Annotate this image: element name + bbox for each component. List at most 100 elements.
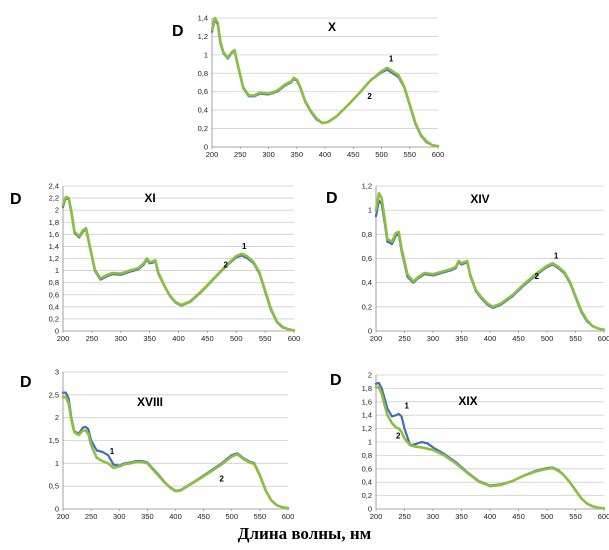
- x-tick-label: 400: [169, 512, 182, 521]
- x-tick-label: 500: [541, 334, 554, 343]
- y-tick-label: 0,8: [198, 69, 208, 78]
- x-tick-label: 500: [375, 150, 388, 159]
- series-2-label: 2: [219, 475, 224, 484]
- x-tick-label: 350: [141, 512, 154, 521]
- x-tick-label: 600: [288, 334, 301, 343]
- x-tick-label: 500: [225, 512, 238, 521]
- x-tick-label: 600: [432, 150, 445, 159]
- y-tick-label: 0,5: [49, 482, 59, 491]
- series-1-label: 1: [242, 242, 247, 251]
- y-tick-label: 0,8: [362, 230, 372, 239]
- chart-title: XIV: [470, 192, 489, 206]
- y-tick-label: 0: [55, 505, 59, 514]
- y-tick-label: 1: [368, 206, 372, 215]
- y-tick-label: 0,6: [362, 254, 372, 263]
- series-2-label: 2: [224, 261, 229, 270]
- chart-panel-4: 0 0,5 1 1,5 2 2,5 3 200 250 300 350 400 450 500 550 600…: [20, 368, 294, 522]
- x-tick-label: 300: [427, 512, 440, 521]
- x-tick-label: 350: [290, 150, 303, 159]
- x-tick-label: 600: [598, 334, 609, 343]
- y-tick-label: 2,5: [49, 390, 59, 399]
- y-tick-label: 2,4: [49, 182, 59, 191]
- y-tick-label: 1,6: [49, 230, 59, 239]
- y-tick-label: 0,2: [198, 124, 208, 133]
- y-tick-label: 2,2: [49, 194, 59, 203]
- y-tick-label: 0,8: [362, 451, 372, 460]
- x-tick-label: 550: [403, 150, 416, 159]
- y-tick-label: 0: [368, 505, 372, 514]
- x-tick-label: 450: [512, 512, 525, 521]
- y-tick-label: 0,4: [198, 106, 208, 115]
- y-tick-label: 1,2: [362, 424, 372, 433]
- x-tick-label: 400: [319, 150, 332, 159]
- x-axis-caption: Длина волны, нм: [237, 524, 372, 543]
- y-tick-label: 0,6: [362, 464, 372, 473]
- chart-panel-1: 0 0,2 0,4 0,6 0,8 1 1,2 1,4 200 250 300 350 400 450 50…: [172, 14, 444, 160]
- x-tick-label: 450: [197, 512, 210, 521]
- y-tick-label: 1,8: [362, 384, 372, 393]
- y-tick-label: 1: [368, 438, 372, 447]
- x-tick-label: 250: [85, 512, 98, 521]
- y-tick-label: 1,2: [49, 254, 59, 263]
- x-tick-label: 450: [512, 334, 525, 343]
- x-tick-label: 550: [569, 334, 582, 343]
- chart-title: X: [328, 20, 336, 34]
- x-tick-label: 300: [427, 334, 440, 343]
- y-tick-label: 0,2: [362, 302, 372, 311]
- chart-panel-5: 0 0,2 0,4 0,6 0,8 1 1,2 1,4 1,6 1,8 2 200 250 300 350 4…: [330, 371, 609, 522]
- y-tick-label: 1: [204, 50, 208, 59]
- x-tick-label: 200: [57, 334, 70, 343]
- x-tick-label: 200: [370, 512, 383, 521]
- x-tick-label: 350: [143, 334, 156, 343]
- x-tick-label: 250: [234, 150, 247, 159]
- x-tick-label: 350: [455, 512, 468, 521]
- series-2-line: [61, 195, 296, 332]
- x-tick-label: 300: [262, 150, 275, 159]
- y-tick-label: 3: [55, 368, 59, 377]
- chart-title: XIX: [458, 394, 477, 408]
- series-1-line: [374, 199, 606, 331]
- y-tick-label: 0,4: [362, 278, 372, 287]
- x-tick-label: 550: [569, 512, 582, 521]
- y-axis-label: D: [20, 374, 32, 391]
- x-tick-label: 500: [230, 334, 243, 343]
- y-axis-label: D: [330, 372, 342, 389]
- series-1-label: 1: [554, 252, 559, 261]
- x-tick-label: 550: [259, 334, 272, 343]
- series-1-label: 1: [405, 402, 410, 411]
- y-tick-label: 0: [368, 327, 372, 336]
- y-axis-label: D: [172, 23, 184, 40]
- x-tick-label: 200: [206, 150, 219, 159]
- y-tick-label: 2: [368, 371, 372, 380]
- y-tick-label: 0,4: [49, 302, 59, 311]
- y-tick-label: 1,4: [362, 411, 372, 420]
- y-tick-label: 0,2: [362, 491, 372, 500]
- series-2-label: 2: [396, 432, 401, 441]
- x-tick-label: 250: [398, 334, 411, 343]
- y-axis-label: D: [326, 190, 338, 207]
- y-tick-label: 1,4: [198, 14, 208, 23]
- x-tick-label: 300: [113, 512, 126, 521]
- y-tick-label: 0: [204, 143, 208, 152]
- series-1-line: [61, 197, 296, 332]
- x-tick-label: 400: [172, 334, 185, 343]
- series-1-label: 1: [389, 54, 394, 63]
- x-tick-label: 200: [370, 334, 383, 343]
- y-tick-label: 0,8: [49, 278, 59, 287]
- series-2-label: 2: [534, 272, 539, 281]
- y-tick-label: 1,6: [362, 397, 372, 406]
- x-tick-label: 400: [484, 512, 497, 521]
- x-tick-label: 250: [86, 334, 99, 343]
- y-tick-label: 0,2: [49, 314, 59, 323]
- series-2-line: [61, 395, 290, 510]
- series-1-label: 1: [110, 447, 115, 456]
- series-2-line: [374, 192, 606, 332]
- y-tick-label: 1,4: [49, 242, 59, 251]
- chart-title: XI: [144, 191, 155, 205]
- y-tick-label: 1,5: [49, 436, 59, 445]
- y-tick-label: 1: [55, 459, 59, 468]
- series-2-line: [374, 385, 606, 510]
- x-tick-label: 600: [282, 512, 295, 521]
- x-tick-label: 450: [201, 334, 214, 343]
